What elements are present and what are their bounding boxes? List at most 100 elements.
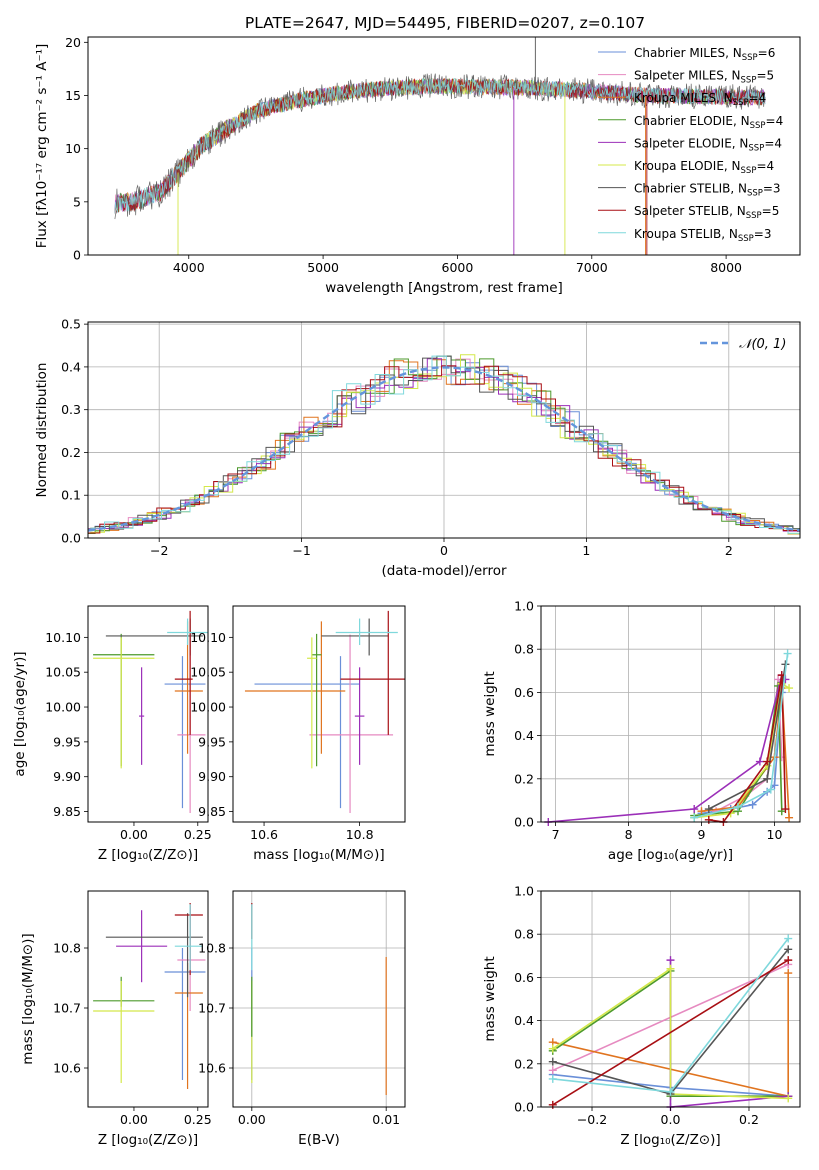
plot-area-age-vs-metallicity bbox=[93, 610, 208, 813]
y-tick-label: 10.00 bbox=[45, 700, 81, 715]
y-tick-label: 9.95 bbox=[198, 734, 226, 749]
x-axis-label: Z [log₁₀(Z/Z⊙)] bbox=[98, 1132, 198, 1148]
point-salpeter-stelib bbox=[174, 903, 203, 975]
axes-frame bbox=[232, 605, 406, 823]
y-tick-label: 20 bbox=[65, 35, 81, 50]
series-line bbox=[708, 674, 787, 823]
point-chabrier-elodie bbox=[93, 976, 155, 1007]
plot-area-mass-weight-vs-metallicity bbox=[548, 934, 793, 1111]
series-salpeter-elodie bbox=[666, 956, 793, 1111]
legend-label-kroupa-stelib: Kroupa STELIB, NSSP=3 bbox=[634, 227, 772, 244]
data-marker bbox=[548, 1100, 557, 1109]
y-axis-label: Normed distribution bbox=[34, 363, 50, 498]
legend-normal: 𝒩(0, 1) bbox=[700, 337, 786, 352]
x-tick-label: 6000 bbox=[442, 260, 474, 275]
point-salpeter-stelib bbox=[340, 610, 405, 735]
axes-frame bbox=[87, 321, 801, 539]
point-chabrier-miles bbox=[164, 656, 206, 809]
y-tick-label: 0.8 bbox=[514, 642, 534, 657]
y-tick-label: 0.2 bbox=[514, 1056, 534, 1071]
x-axis-label: E(B-V) bbox=[298, 1132, 340, 1148]
x-tick-label: 7000 bbox=[576, 260, 608, 275]
y-tick-label: 0.1 bbox=[61, 488, 81, 503]
y-tick-label: 1.0 bbox=[514, 599, 534, 614]
x-tick-label: 0.0 bbox=[661, 1112, 681, 1127]
x-tick-label: 10.8 bbox=[346, 827, 374, 842]
figure-title: PLATE=2647, MJD=54495, FIBERID=0207, z=0… bbox=[245, 14, 645, 32]
y-tick-label: 0.4 bbox=[61, 359, 81, 374]
y-tick-label: 10.05 bbox=[190, 665, 226, 680]
data-marker bbox=[666, 956, 675, 965]
y-tick-label: 5 bbox=[73, 194, 81, 209]
legend-label-chabrier-elodie: Chabrier ELODIE, NSSP=4 bbox=[634, 114, 783, 131]
series-line bbox=[552, 967, 789, 1100]
x-tick-label: 0 bbox=[440, 543, 448, 558]
data-marker bbox=[666, 1087, 675, 1096]
series-line bbox=[552, 959, 789, 1106]
y-tick-label: 10 bbox=[65, 141, 81, 156]
x-axis-label: (data-model)/error bbox=[381, 563, 507, 579]
point-chabrier-elodie bbox=[93, 633, 155, 767]
y-tick-label: 0.2 bbox=[61, 445, 81, 460]
x-tick-label: 0.25 bbox=[184, 827, 212, 842]
y-tick-label: 0.6 bbox=[514, 685, 534, 700]
y-tick-label: 9.85 bbox=[53, 804, 81, 819]
series-line bbox=[669, 960, 789, 1108]
y-tick-label: 10.6 bbox=[198, 1061, 226, 1076]
y-axis-label: mass weight bbox=[482, 671, 498, 756]
data-marker bbox=[784, 945, 793, 954]
point-salpeter-miles bbox=[309, 634, 394, 813]
point-chabrier-stelib bbox=[105, 618, 203, 656]
data-marker bbox=[748, 800, 757, 809]
point-chabrier-elodie bbox=[311, 633, 322, 767]
data-marker bbox=[697, 807, 706, 816]
point-kroupa-elodie bbox=[307, 637, 317, 769]
data-marker bbox=[548, 1044, 557, 1053]
plot-area-residual-distribution bbox=[88, 354, 800, 535]
data-marker bbox=[763, 757, 772, 766]
y-axis-label: age [log₁₀(age/yr)] bbox=[12, 651, 28, 776]
y-tick-label: 10.00 bbox=[190, 700, 226, 715]
point-kroupa-elodie bbox=[93, 637, 155, 769]
y-tick-label: 1.0 bbox=[514, 884, 534, 899]
panel-age-vs-mass: 10.6 10.8 9.85 9.90 9.95 10.00 10.05 10.10 mass … bbox=[190, 605, 406, 863]
point-kroupa-stelib bbox=[174, 904, 203, 971]
panel-spectrum: 4000 5000 6000 7000 8000 0 5 10 15 20 wavelength [… bbox=[34, 35, 801, 296]
point-kroupa-stelib bbox=[167, 618, 208, 646]
point-salpeter-elodie bbox=[354, 667, 365, 765]
panel-mass-weight-vs-age: 7 8 9 10 0.0 0.2 0.4 0.6 0.8 1.0 age [log₁₀(age/yr… bbox=[482, 599, 801, 863]
y-axis-label: mass weight bbox=[482, 956, 498, 1041]
panel-mass-vs-extinction: 0.00 0.01 10.6 10.7 10.8 E(B-V) bbox=[198, 890, 406, 1148]
axes-frame bbox=[87, 36, 801, 256]
data-marker bbox=[783, 649, 792, 658]
y-tick-label: 10.05 bbox=[45, 665, 81, 680]
data-marker bbox=[784, 1094, 793, 1103]
y-tick-label: 0.4 bbox=[514, 728, 534, 743]
x-tick-label: 0.25 bbox=[184, 1112, 212, 1127]
data-marker bbox=[755, 757, 764, 766]
legend-label-chabrier-stelib: Chabrier STELIB, NSSP=3 bbox=[634, 182, 781, 199]
data-marker bbox=[690, 805, 699, 814]
series-kroupa-stelib bbox=[548, 934, 793, 1096]
y-tick-label: 0.3 bbox=[61, 402, 81, 417]
x-tick-label: 0.00 bbox=[120, 1112, 148, 1127]
spectrum-line-chabrier-stelib bbox=[114, 73, 766, 220]
y-axis-label: mass [log₁₀(M/M⊙)] bbox=[20, 933, 36, 1064]
x-tick-label: 4000 bbox=[173, 260, 205, 275]
data-marker bbox=[548, 1066, 557, 1075]
y-tick-label: 0.8 bbox=[514, 927, 534, 942]
x-tick-label: 0.2 bbox=[739, 1112, 759, 1127]
legend-label-salpeter-stelib: Salpeter STELIB, NSSP=5 bbox=[634, 204, 779, 221]
x-tick-label: 0.00 bbox=[238, 1112, 266, 1127]
y-tick-label: 9.85 bbox=[198, 804, 226, 819]
data-marker bbox=[785, 684, 794, 693]
data-marker bbox=[704, 805, 713, 814]
x-tick-label: 0.01 bbox=[372, 1112, 400, 1127]
y-tick-label: 10.7 bbox=[53, 1001, 81, 1016]
x-tick-label: 5000 bbox=[307, 260, 339, 275]
point-salpeter-stelib bbox=[174, 610, 193, 735]
y-tick-label: 0.0 bbox=[61, 531, 81, 546]
legend-label-salpeter-miles: Salpeter MILES, NSSP=5 bbox=[634, 69, 774, 86]
x-tick-label: 9 bbox=[698, 827, 706, 842]
y-tick-label: 15 bbox=[65, 88, 81, 103]
